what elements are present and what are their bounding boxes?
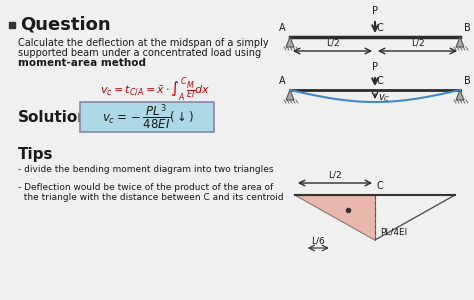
Text: Calculate the deflection at the midspan of a simply: Calculate the deflection at the midspan … — [18, 38, 269, 48]
Text: - Deflection would be twice of the product of the area of: - Deflection would be twice of the produ… — [18, 182, 273, 191]
Text: C: C — [377, 181, 384, 191]
Text: L/2: L/2 — [328, 171, 342, 180]
Text: Solution: Solution — [18, 110, 89, 125]
Text: B: B — [464, 76, 471, 86]
Text: $v_C$: $v_C$ — [378, 92, 391, 104]
Text: L/6: L/6 — [311, 236, 325, 245]
Polygon shape — [286, 37, 294, 47]
Polygon shape — [456, 90, 464, 100]
Text: supported beam under a concentrated load using: supported beam under a concentrated load… — [18, 48, 261, 58]
Polygon shape — [456, 37, 464, 47]
Text: PL/4EI: PL/4EI — [380, 227, 407, 236]
Text: L/2: L/2 — [326, 39, 339, 48]
Text: $v_c = t_{C/A} = \bar{x} \cdot \int_A^C \frac{M}{EI} dx$: $v_c = t_{C/A} = \bar{x} \cdot \int_A^C … — [100, 76, 210, 104]
FancyBboxPatch shape — [80, 102, 214, 132]
Text: C: C — [377, 23, 384, 33]
Text: A: A — [279, 76, 286, 86]
Polygon shape — [286, 90, 294, 100]
Text: C: C — [377, 76, 384, 86]
Text: P: P — [372, 62, 378, 72]
Text: - divide the bending moment diagram into two triangles: - divide the bending moment diagram into… — [18, 164, 273, 173]
Text: A: A — [279, 23, 286, 33]
Text: $v_c = -\dfrac{PL^3}{48EI}\left(\downarrow\right)$: $v_c = -\dfrac{PL^3}{48EI}\left(\downarr… — [102, 102, 194, 132]
Text: the triangle with the distance between C and its centroid: the triangle with the distance between C… — [18, 193, 283, 202]
Text: B: B — [464, 23, 471, 33]
Text: P: P — [372, 6, 378, 16]
Polygon shape — [295, 195, 375, 240]
Text: Tips: Tips — [18, 148, 54, 163]
Text: Question: Question — [20, 16, 110, 34]
Text: moment-area method: moment-area method — [18, 58, 146, 68]
Text: L/2: L/2 — [410, 39, 424, 48]
